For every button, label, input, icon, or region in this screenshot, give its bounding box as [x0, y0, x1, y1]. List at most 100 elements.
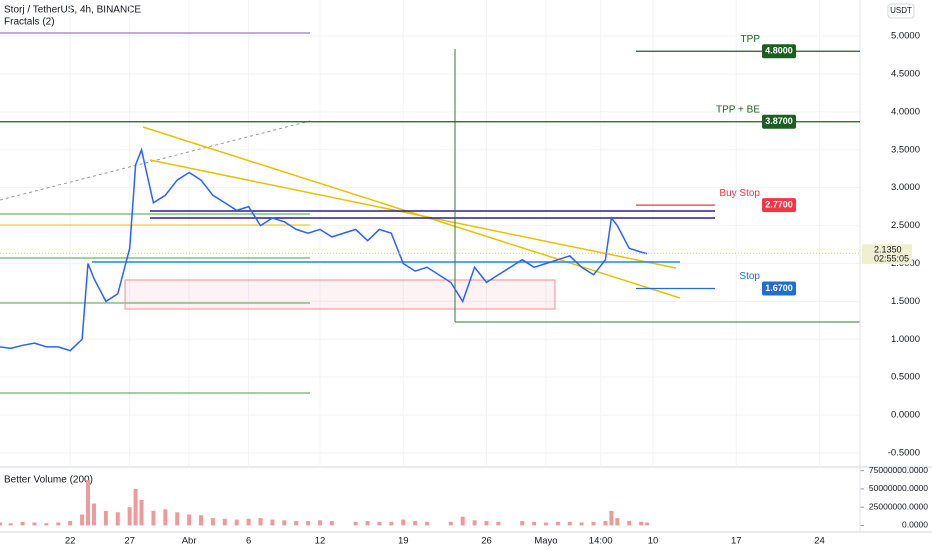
x-tick-label: 19	[398, 536, 409, 547]
price-line	[0, 147, 648, 352]
zone	[124, 279, 556, 310]
volume-bar	[555, 521, 560, 526]
volume-bar	[103, 510, 108, 526]
volume-bar	[175, 512, 180, 526]
y-tick-label: 1.5000	[891, 296, 920, 307]
y-tick-label: 0.0000	[891, 410, 920, 421]
volume-bar	[520, 521, 525, 526]
volume-bar	[353, 521, 358, 526]
level-label: TPP + BE	[716, 104, 760, 115]
volume-bar	[532, 521, 537, 526]
x-tick-label: Abr	[182, 536, 197, 547]
volume-bar	[579, 522, 584, 526]
volume-bar	[484, 521, 489, 526]
currency-badge[interactable]	[887, 3, 915, 19]
volume-bar	[86, 480, 91, 526]
trend-line	[149, 159, 677, 269]
volume-bar	[246, 518, 251, 526]
x-tick-label: 27	[124, 536, 135, 547]
last-price-badge	[862, 244, 912, 265]
drawings	[0, 32, 860, 394]
volume-bar	[567, 521, 572, 526]
volume-bar	[56, 522, 61, 526]
volume-bar	[425, 521, 430, 526]
volume-tick-label: 25000000.0000	[869, 501, 928, 511]
volume-bar	[68, 521, 73, 526]
volume-bar	[389, 521, 394, 526]
volume-bar	[615, 518, 620, 526]
indicator-title: Fractals (2)	[4, 17, 55, 28]
y-tick-label: 4.0000	[891, 106, 920, 117]
volume-bar	[222, 518, 227, 526]
volume-bar	[329, 521, 334, 526]
y-tick-label: 0.5000	[891, 372, 920, 383]
volume-bar	[163, 509, 168, 526]
y-tick-label: 1.0000	[891, 334, 920, 345]
level-value: 4.8000	[765, 46, 793, 56]
chart-title: Storj / TetherUS, 4h, BINANCE	[4, 5, 141, 16]
x-tick-label: 17	[731, 536, 742, 547]
volume-bar	[472, 520, 477, 526]
volume-title: Better Volume (200)	[4, 475, 93, 486]
level-label: Buy Stop	[719, 188, 760, 199]
level-value: 1.6700	[765, 283, 793, 293]
volume-bar	[591, 521, 596, 526]
volume-bar	[645, 522, 650, 526]
y-tick-label: 3.0000	[891, 182, 920, 193]
y-tick-label: 4.5000	[891, 68, 920, 79]
volume-bar	[234, 519, 239, 526]
x-tick-label: 10	[648, 536, 659, 547]
last-price: 2.1350	[874, 245, 902, 255]
trend-line	[0, 120, 311, 201]
volume-bar	[91, 503, 96, 526]
volume-bar	[80, 514, 85, 526]
volume-bar	[8, 523, 13, 526]
volume-bar	[413, 521, 418, 526]
volume-bar	[627, 521, 632, 526]
volume-bar	[460, 516, 465, 526]
level-badge	[762, 198, 796, 213]
volume-bar	[258, 518, 263, 526]
volume-bar	[115, 512, 120, 526]
level-label: TPP	[741, 34, 761, 45]
y-tick-label: 2.5000	[891, 220, 920, 231]
x-tick-label: Mayo	[534, 536, 557, 547]
level-badge	[762, 44, 796, 59]
volume-bar	[294, 521, 299, 526]
volume-bar	[139, 499, 144, 526]
x-tick-label: 6	[246, 536, 251, 547]
volume-bar	[151, 510, 156, 526]
volume-bar	[0, 522, 2, 526]
volume-bar	[401, 519, 406, 526]
countdown: 02:55:05	[874, 254, 909, 264]
volume-bar	[496, 521, 501, 526]
x-tick-label: 24	[814, 536, 825, 547]
volume-bar	[282, 520, 287, 526]
volume-bar	[306, 521, 311, 526]
x-tick-label: 22	[65, 536, 76, 547]
level-badge	[762, 281, 796, 296]
y-tick-label: -0.5000	[888, 447, 920, 458]
volume-bar	[603, 521, 608, 526]
volume-bar	[448, 521, 453, 526]
volume-tick-label: 75000000.0000	[869, 465, 928, 475]
x-tick-label: 26	[481, 536, 492, 547]
volume-bar	[365, 521, 370, 526]
trend-line	[142, 126, 681, 299]
volume-bar	[317, 520, 322, 526]
level-value: 2.7700	[765, 199, 793, 209]
volume-bar	[609, 510, 614, 526]
volume-tick-label: 0.0000	[902, 520, 928, 530]
y-tick-label: 3.5000	[891, 144, 920, 155]
currency: USDT	[890, 6, 912, 15]
volume-bar	[20, 521, 25, 526]
level-label: Stop	[739, 271, 760, 282]
volume-bar	[543, 522, 548, 526]
volume-bar	[187, 514, 192, 526]
y-tick-label: 5.0000	[891, 31, 920, 42]
level-badge	[762, 114, 796, 129]
x-tick-label: 14:00	[589, 536, 613, 547]
volume-bar	[199, 515, 204, 526]
